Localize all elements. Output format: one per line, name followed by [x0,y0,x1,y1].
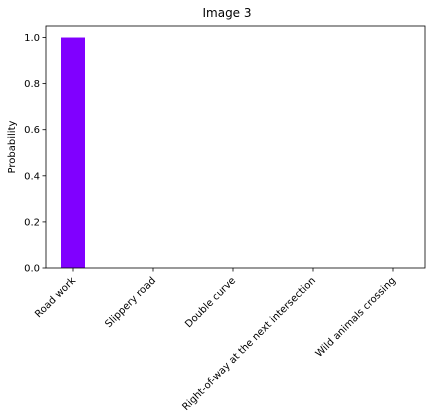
x-tick-label: Wild animals crossing [314,275,398,359]
y-tick-label: 0.8 [24,79,40,90]
bars-group [61,37,85,269]
y-ticks-group: 0.0 0.2 0.4 0.6 0.8 1.0 [24,33,46,275]
x-tick-label: Road work [33,275,78,320]
bar [61,37,85,269]
y-tick-label: 0.2 [24,217,40,228]
y-tick-label: 0.6 [24,125,40,136]
y-tick-label: 1.0 [24,33,40,44]
plot-frame [45,25,426,269]
y-axis-label: Probability [7,120,18,173]
x-ticks-group: Road work Slippery road Double curveRight-… [33,268,398,413]
y-tick-label: 0.4 [24,171,40,182]
x-tick-label: Right-of-way at the next intersection [180,275,318,413]
chart-title: Image 3 [202,6,251,20]
y-tick-label: 0.0 [24,264,40,275]
x-tick-label: Double curve [183,275,238,330]
x-tick-label: Slippery road [103,275,158,330]
